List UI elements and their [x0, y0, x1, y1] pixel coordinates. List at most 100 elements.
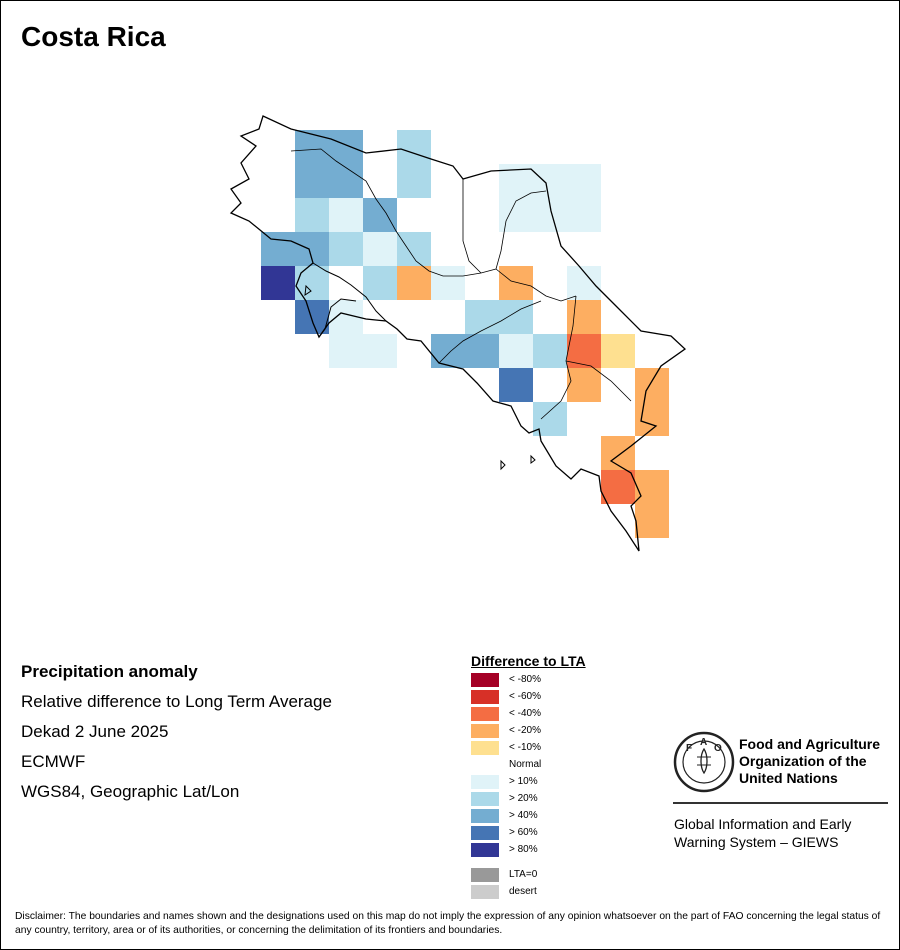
info-subtitle: Relative difference to Long Term Average: [21, 692, 332, 711]
anomaly-cell: [295, 164, 329, 198]
anomaly-cell: [635, 402, 669, 436]
anomaly-cell: [363, 334, 397, 368]
anomaly-cell: [295, 198, 329, 232]
nicoya-gulf-outline: [312, 262, 387, 338]
legend-swatch: [471, 885, 499, 899]
anomaly-cell: [261, 232, 295, 266]
legend-label: > 40%: [509, 810, 538, 821]
fao-divider: [673, 802, 888, 804]
legend-label: < -60%: [509, 691, 541, 702]
legend-swatch: [471, 868, 499, 882]
legend-item: < -20%: [471, 724, 611, 738]
legend-swatch: [471, 826, 499, 840]
anomaly-cell: [329, 334, 363, 368]
legend-swatch: [471, 843, 499, 857]
legend-item: > 80%: [471, 843, 611, 857]
anomaly-cell: [431, 334, 465, 368]
legend-swatch: [471, 707, 499, 721]
anomaly-cell: [295, 266, 329, 300]
anomaly-cell: [533, 402, 567, 436]
anomaly-cell: [295, 300, 329, 334]
info-period: Dekad 2 June 2025: [21, 722, 169, 741]
map-title: Costa Rica: [21, 21, 166, 52]
anomaly-cell: [295, 130, 329, 164]
anomaly-cell: [601, 436, 635, 470]
legend-item: < -60%: [471, 690, 611, 704]
legend-swatch: [471, 741, 499, 755]
legend-label: > 10%: [509, 776, 538, 787]
province-borders: [290, 148, 632, 420]
anomaly-cell: [465, 334, 499, 368]
svg-text:A: A: [700, 737, 707, 748]
fao-logo-icon: F A O: [673, 731, 735, 793]
legend-label: desert: [509, 886, 537, 897]
legend-item: < -40%: [471, 707, 611, 721]
legend: Difference to LTA < -80% < -60% < -40% < -2…: [471, 653, 586, 899]
giews-label: Global Information and Early Warning Sys…: [674, 816, 852, 850]
disclaimer: Disclaimer: The boundaries and names sho…: [15, 911, 881, 936]
legend-label: LTA=0: [509, 869, 538, 880]
svg-text:O: O: [714, 743, 722, 754]
anomaly-cell: [363, 232, 397, 266]
legend-swatch: [471, 758, 499, 772]
anomaly-cell: [465, 300, 499, 334]
info-heading: Precipitation anomaly: [21, 662, 198, 681]
info-source: ECMWF: [21, 752, 86, 771]
anomaly-cell: [397, 130, 431, 164]
anomaly-cell: [397, 266, 431, 300]
legend-title: Difference to LTA: [471, 653, 586, 669]
anomaly-cell: [567, 198, 601, 232]
anomaly-cell: [499, 334, 533, 368]
anomaly-cell: [363, 266, 397, 300]
anomaly-cell: [635, 368, 669, 402]
legend-swatch: [471, 673, 499, 687]
legend-label: > 20%: [509, 793, 538, 804]
legend-swatch: [471, 775, 499, 789]
island-outline: [304, 284, 536, 471]
anomaly-cell: [397, 232, 431, 266]
legend-item: > 20%: [471, 792, 611, 806]
legend-swatch: [471, 724, 499, 738]
legend-item: Normal: [471, 758, 611, 772]
anomaly-cell: [499, 198, 533, 232]
legend-item: > 60%: [471, 826, 611, 840]
anomaly-cell: [635, 470, 669, 504]
legend-item: > 40%: [471, 809, 611, 823]
fao-org-name: Food and Agriculture Organization of the…: [739, 736, 881, 786]
legend-label: < -40%: [509, 708, 541, 719]
legend-label: < -20%: [509, 725, 541, 736]
anomaly-cell: [329, 130, 363, 164]
legend-extra-item: LTA=0: [471, 868, 611, 882]
anomaly-cell: [397, 164, 431, 198]
anomaly-cell: [533, 334, 567, 368]
anomaly-cell: [567, 368, 601, 402]
costa-rica-map: [229, 115, 687, 552]
country-outline: [229, 115, 687, 552]
anomaly-cell: [533, 164, 567, 198]
anomaly-cell: [601, 470, 635, 504]
legend-label: < -80%: [509, 674, 541, 685]
legend-swatch: [471, 809, 499, 823]
legend-item: > 10%: [471, 775, 611, 789]
anomaly-cell: [499, 266, 533, 300]
svg-text:F: F: [686, 743, 692, 754]
anomaly-cell: [567, 334, 601, 368]
legend-label: < -10%: [509, 742, 541, 753]
legend-item: < -80%: [471, 673, 611, 687]
anomaly-cell: [363, 198, 397, 232]
legend-swatch: [471, 690, 499, 704]
anomaly-cell: [601, 334, 635, 368]
legend-swatch: [471, 792, 499, 806]
anomaly-cell: [499, 300, 533, 334]
map-info: Precipitation anomaly Relative differenc…: [21, 657, 332, 807]
anomaly-grid: [261, 130, 669, 538]
anomaly-cell: [567, 164, 601, 198]
anomaly-cell: [261, 266, 295, 300]
anomaly-cell: [329, 164, 363, 198]
info-projection: WGS84, Geographic Lat/Lon: [21, 782, 240, 801]
anomaly-cell: [329, 232, 363, 266]
legend-label: Normal: [509, 759, 542, 770]
legend-label: > 60%: [509, 827, 538, 838]
anomaly-cell: [635, 504, 669, 538]
